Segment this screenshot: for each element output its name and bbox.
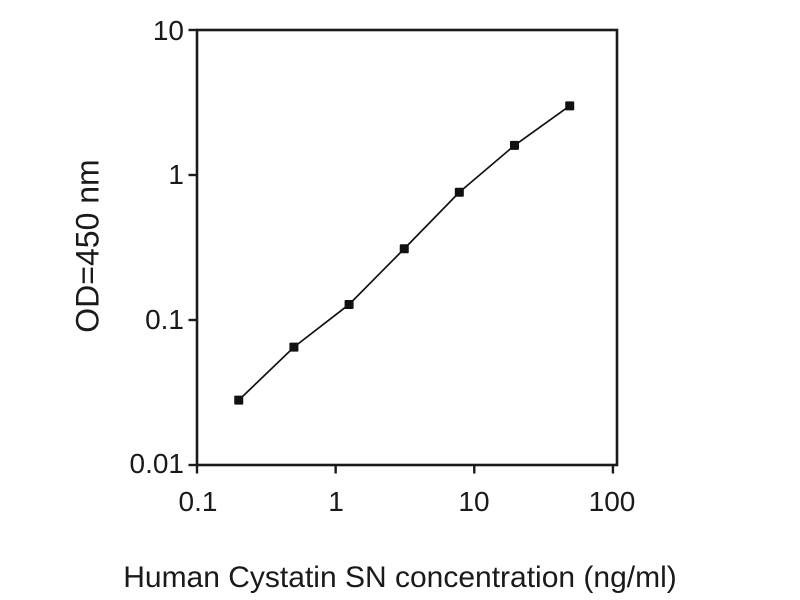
x-axis-title: Human Cystatin SN concentration (ng/ml) [123,561,677,594]
y-tick-label: 10 [152,15,184,46]
x-tick-label: 100 [588,486,636,517]
data-point-marker [234,395,244,405]
data-point-marker [399,244,409,254]
y-axis-title: OD=450 nm [69,159,106,333]
data-point-marker [289,342,299,352]
x-tick-label: 1 [328,486,344,517]
data-point-marker [565,101,575,111]
data-point-marker [509,140,519,150]
y-tick-label: 0.1 [145,304,184,335]
y-tick-label: 0.01 [129,448,185,479]
data-point-marker [454,187,464,197]
y-tick-label: 1 [168,159,184,190]
x-tick-label: 0.1 [178,486,218,517]
data-point-marker [344,299,354,309]
x-tick-label: 10 [458,486,490,517]
plot-frame [195,28,619,467]
